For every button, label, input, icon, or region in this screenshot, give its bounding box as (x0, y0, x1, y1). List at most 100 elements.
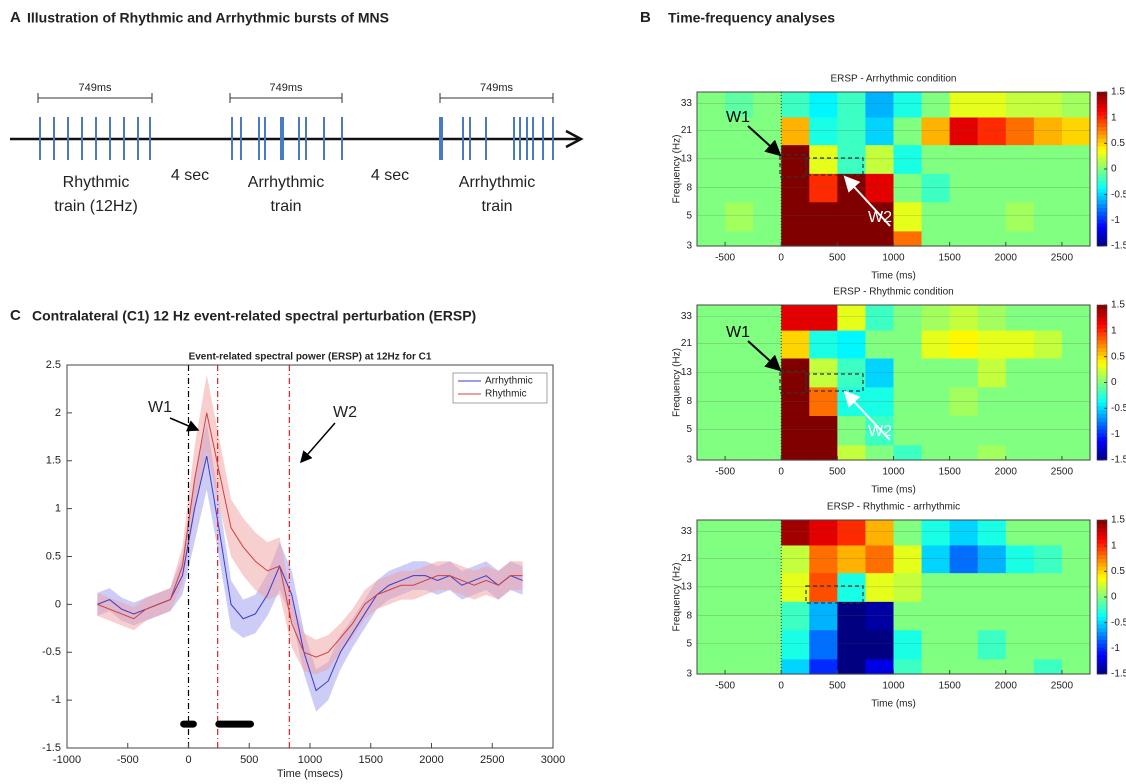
heatmap-cell (893, 116, 923, 146)
heatmap-cell (865, 386, 895, 416)
colorbar-label: -0.5 (1111, 617, 1126, 628)
x-tick-label: 0 (778, 467, 784, 478)
colorbar-step (1097, 145, 1107, 151)
heatmap-cell (865, 92, 895, 118)
heatmap-cell (977, 544, 1007, 574)
heatmap-cell (1033, 444, 1063, 461)
x-tick-label: 2000 (995, 681, 1018, 692)
heatmap-cell (977, 357, 1007, 388)
heatmap-cell (977, 572, 1007, 602)
error-band-segment (127, 602, 140, 631)
x-tick-label: 1000 (882, 253, 905, 264)
colorbar-step (1097, 570, 1107, 575)
heatmap-cell (837, 201, 867, 232)
heatmap-cell (809, 629, 838, 660)
heatmap-cell (697, 415, 726, 446)
heatmap-cell (949, 230, 979, 247)
colorbar-step (1097, 203, 1107, 208)
heatmap-cell (837, 92, 867, 118)
colorbar-step (1097, 328, 1107, 333)
heatmap-cell (921, 305, 951, 331)
heatmap-cell (1061, 357, 1091, 388)
colorbar-step (1097, 554, 1107, 559)
colorbar-step (1097, 390, 1107, 395)
colorbar-step (1097, 107, 1107, 112)
heatmap-cell (753, 386, 782, 416)
error-band-segment (370, 578, 383, 614)
colorbar-step (1097, 153, 1107, 158)
heatmap-cell (809, 520, 838, 546)
heatmap-cell (949, 144, 979, 174)
heatmap-cell (865, 116, 895, 146)
colorbar-label: 0.5 (1111, 351, 1125, 362)
colorbar-step (1097, 394, 1107, 399)
heatmap-cell (865, 230, 895, 247)
heatmap-cell (753, 572, 782, 602)
heatmap-cell (893, 201, 923, 232)
span-label: 749ms (78, 82, 112, 94)
heatmap-cell (893, 658, 923, 675)
error-band-segment (504, 561, 517, 595)
y-tick-label: 13 (681, 367, 693, 378)
colorbar-label: 1 (1111, 112, 1117, 123)
colorbar-step (1097, 658, 1107, 663)
annotation: W2 (868, 209, 892, 226)
heatmap-cell (781, 601, 810, 631)
colorbar-step (1097, 142, 1107, 147)
heatmap-cell (725, 305, 754, 331)
heatmap-cell (949, 357, 979, 388)
colorbar-step (1097, 374, 1107, 380)
heatmap-cell (697, 357, 726, 388)
heatmap-cell (977, 330, 1007, 359)
heatmap (697, 305, 1091, 461)
heatmap-cell (753, 444, 782, 461)
colorbar-step (1097, 440, 1107, 445)
heatmap-cell (1005, 572, 1035, 602)
heatmap-cell (1061, 544, 1091, 574)
train-label: Arrhythmic (248, 174, 324, 191)
colorbar-label: -0.5 (1111, 189, 1126, 200)
heatmap-cell (1005, 629, 1035, 660)
heatmap-cell (697, 201, 726, 232)
heatmap-cell (893, 386, 923, 416)
panel-title: Time-frequency analyses (668, 10, 835, 26)
colorbar-step (1097, 589, 1107, 594)
annotation-arrow (169, 417, 200, 432)
panel-letter: B (640, 9, 651, 26)
heatmap-cell (1005, 116, 1035, 146)
heatmap-cell (837, 544, 867, 574)
annotation-arrow (843, 175, 891, 227)
chart-title: ERSP - Rhythmic - arrhythmic (827, 502, 960, 513)
heatmap-cell (893, 330, 923, 359)
colorbar-step (1097, 138, 1107, 143)
heatmap-cell (809, 201, 838, 232)
y-tick-label: 13 (681, 581, 693, 592)
annotation-arrow (300, 422, 336, 464)
x-axis-label: Time (ms) (871, 271, 916, 282)
y-tick-label: 8 (686, 182, 692, 193)
heatmap-cell (1061, 305, 1091, 331)
colorbar-step (1097, 585, 1107, 590)
colorbar-step (1097, 230, 1107, 235)
heatmap-cell (949, 415, 979, 446)
heatmap-cell (725, 144, 754, 174)
colorbar-step (1097, 409, 1107, 414)
error-band-segment (395, 570, 408, 602)
y-tick-label: 33 (681, 526, 693, 537)
heatmap-cell (1005, 357, 1035, 388)
error-band-segment (176, 496, 189, 599)
colorbar-step (1097, 92, 1107, 97)
heatmap-cell (1005, 305, 1035, 331)
heatmap-cell (809, 173, 838, 203)
heatmap-cell (809, 444, 838, 461)
heatmap-cell (1005, 415, 1035, 446)
colorbar-step (1097, 111, 1107, 116)
colorbar-step (1097, 192, 1107, 197)
heatmap-cell (697, 144, 726, 174)
x-tick-label: 2000 (995, 253, 1018, 264)
heatmap-cell (1033, 305, 1063, 331)
heatmap-cell (753, 629, 782, 660)
heatmap-cell (809, 357, 838, 388)
colorbar-step (1097, 593, 1107, 598)
